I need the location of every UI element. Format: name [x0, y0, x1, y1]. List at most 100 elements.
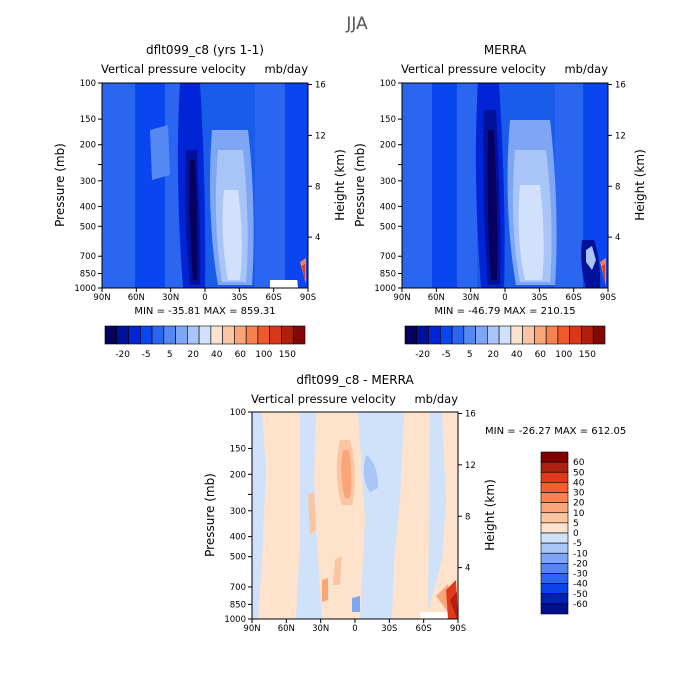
colorbar-swatch: [540, 532, 569, 544]
pressure-tick-label: 100: [380, 79, 396, 89]
colorbar-label: -5: [573, 539, 582, 549]
colorbar-swatch: [540, 492, 569, 503]
colorbar-swatch: [416, 325, 429, 345]
pressure-tick-label: 300: [230, 507, 246, 517]
panel-diff-field: [251, 411, 459, 620]
height-tick-label: 12: [315, 131, 326, 141]
colorbar-swatch: [151, 325, 165, 345]
colorbar-label: -20: [573, 559, 588, 569]
panel-diff-subtitle-right: mb/day: [414, 392, 458, 406]
lat-tick-label: 0: [352, 624, 357, 634]
colorbar-swatch: [404, 325, 418, 345]
panel-diff-title: dflt099_c8 - MERRA: [296, 373, 414, 387]
height-tick-label: 4: [465, 564, 470, 574]
lat-tick-label: 60S: [566, 293, 582, 303]
colorbar-label: 20: [488, 350, 500, 360]
colorbar-swatch: [540, 502, 569, 514]
colorbar-label: 60: [573, 458, 585, 468]
pressure-tick-label: 200: [230, 470, 246, 480]
pressure-tick-label: 500: [380, 222, 396, 232]
height-tick-label: 16: [315, 81, 326, 91]
colorbar-swatch: [439, 325, 453, 345]
panel-obs-stats: MIN = -46.79 MAX = 210.15: [434, 306, 575, 317]
pressure-tick-label: 500: [80, 222, 96, 232]
lat-tick-label: 60N: [128, 293, 145, 303]
colorbar-swatch: [540, 563, 569, 574]
colorbar-swatch: [522, 325, 535, 345]
colorbar-swatch: [534, 325, 547, 345]
colorbar-swatch: [451, 325, 465, 345]
colorbar-label: 5: [167, 350, 173, 360]
panel-diff-subtitle-left: Vertical pressure velocity: [251, 392, 396, 406]
colorbar-label: 40: [211, 350, 223, 360]
colorbar-swatch: [498, 325, 512, 345]
colorbar-swatch: [475, 325, 488, 345]
panel-obs-title: MERRA: [484, 43, 527, 57]
colorbar-swatch: [116, 325, 129, 345]
colorbar-label: -60: [573, 600, 588, 610]
lat-tick-label: 0: [502, 293, 507, 303]
height-tick-label: 4: [315, 233, 320, 243]
colorbar-swatch: [581, 325, 594, 345]
lat-tick-label: 30N: [462, 293, 479, 303]
pressure-tick-label: 1000: [374, 284, 396, 294]
colorbar-label: 100: [555, 350, 572, 360]
panel-diff-ylabel-right: Height (km): [483, 479, 497, 550]
pressure-tick-label: 150: [80, 115, 96, 125]
colorbar-label: -20: [415, 350, 430, 360]
colorbar-swatch: [269, 325, 282, 345]
colorbar-swatch: [210, 325, 223, 345]
colorbar-swatch: [540, 603, 569, 615]
panel-model-stats: MIN = -35.81 MAX = 859.31: [134, 306, 275, 317]
height-tick-label: 16: [615, 81, 626, 91]
lat-tick-label: 90N: [393, 293, 410, 303]
colorbar-swatch: [540, 471, 569, 483]
lat-tick-label: 60S: [266, 293, 282, 303]
lat-tick-label: 30S: [381, 624, 397, 634]
colorbar-swatch: [540, 512, 569, 524]
colorbar-swatch: [187, 325, 200, 345]
panel-model-subtitle-right: mb/day: [264, 62, 308, 76]
colorbar-swatch: [569, 325, 582, 345]
colorbar-swatch: [510, 325, 523, 345]
colorbar-swatch: [545, 325, 559, 345]
colorbar-label: 5: [467, 350, 473, 360]
colorbar-label: 10: [573, 509, 585, 519]
panel-diff-ylabel-left: Pressure (mb): [203, 473, 217, 557]
colorbar-swatch: [257, 325, 271, 345]
height-tick-label: 4: [615, 233, 620, 243]
panel-obs-subtitle-left: Vertical pressure velocity: [401, 62, 546, 76]
colorbar-label: -40: [573, 580, 588, 590]
colorbar-label: 150: [579, 350, 596, 360]
pressure-tick-label: 300: [80, 177, 96, 187]
panel-obs-ylabel-right: Height (km): [633, 149, 647, 220]
pressure-tick-label: 400: [380, 202, 396, 212]
height-tick-label: 12: [465, 461, 476, 471]
colorbar-swatch: [292, 325, 306, 345]
lat-tick-label: 90N: [243, 624, 260, 634]
pressure-tick-label: 700: [80, 252, 96, 262]
figure-title: JJA: [345, 14, 368, 34]
colorbar-label: 40: [573, 478, 585, 488]
colorbar-label: 50: [573, 468, 585, 478]
lat-tick-label: 30S: [531, 293, 547, 303]
panel-obs-subtitle-right: mb/day: [564, 62, 608, 76]
colorbar-swatch: [198, 325, 212, 345]
panel-model-ylabel-right: Height (km): [333, 149, 347, 220]
panel-diff: dflt099_c8 - MERRA Vertical pressure vel…: [203, 373, 626, 634]
panel-model: dflt099_c8 (yrs 1-1) Vertical pressure v…: [53, 43, 347, 360]
colorbar-label: 30: [573, 489, 585, 499]
pressure-tick-label: 1000: [224, 615, 246, 625]
colorbar-swatch: [163, 325, 176, 345]
colorbar-swatch: [428, 325, 441, 345]
panel-model-title: dflt099_c8 (yrs 1-1): [146, 43, 264, 57]
pressure-tick-label: 1000: [74, 284, 96, 294]
lat-tick-label: 0: [202, 293, 207, 303]
colorbar-label: -10: [573, 549, 588, 559]
colorbar-swatch: [540, 451, 569, 463]
lat-tick-label: 60N: [278, 624, 295, 634]
pressure-tick-label: 850: [230, 600, 246, 610]
colorbar-swatch: [463, 325, 476, 345]
panel-model-field: [101, 82, 309, 289]
height-tick-label: 8: [465, 512, 470, 522]
